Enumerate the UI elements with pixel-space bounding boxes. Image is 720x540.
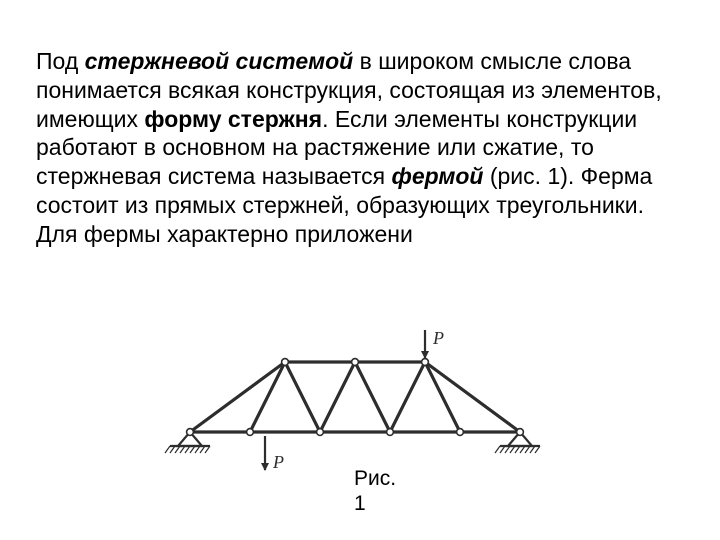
- page: Под стержневой системой в широком смысле…: [0, 0, 720, 540]
- svg-text:P: P: [272, 452, 284, 472]
- term-rod-shape: форму стержня: [144, 106, 322, 132]
- figure-caption: Рис. 1: [354, 466, 396, 516]
- text-seg: Под: [36, 48, 85, 74]
- figure-truss: PP Рис. 1: [150, 312, 550, 502]
- caption-line1: Рис.: [354, 467, 396, 490]
- caption-line2: 1: [354, 492, 366, 515]
- truss-diagram: PP: [150, 312, 550, 502]
- term-rod-system: стержневой системой: [85, 48, 354, 74]
- definition-paragraph: Под стержневой системой в широком смысле…: [36, 47, 684, 248]
- term-truss: фермой: [391, 163, 483, 189]
- svg-text:P: P: [432, 328, 444, 348]
